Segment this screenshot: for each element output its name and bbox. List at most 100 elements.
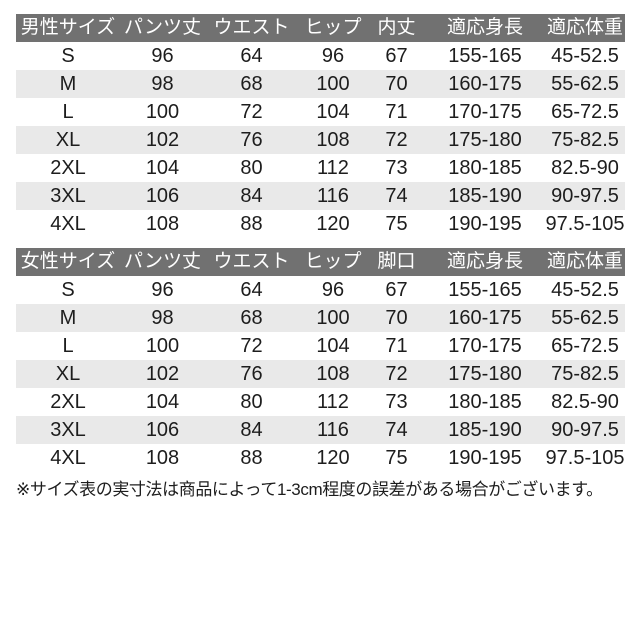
table-cell: 112 [317,157,349,179]
table-cell: 96 [151,279,174,301]
table-cell: 73 [385,157,408,179]
table-cell: 4XL [50,213,86,235]
table-cell: 155-165 [448,45,522,67]
table-cell: 104 [316,335,350,357]
column-header: 適応身長 [425,14,545,42]
table-row: S 96 64 96 67 155-165 45-52.5 [16,42,625,70]
column-header: 適応体重 [545,14,625,42]
size-chart-page: 男性サイズ パンツ丈 ウエスト ヒップ 内丈 適応身長 適応体重 S 96 64 96 67 155-… [16,14,625,499]
table-cell: 80 [240,157,263,179]
table-cell: 104 [145,391,180,413]
column-header: ウエスト [205,14,298,42]
table-cell: 185-190 [448,185,522,207]
table-cell: 55-62.5 [551,307,619,329]
women-table-body: S 96 64 96 67 155-165 45-52.5 M 98 68 100 70 160-175… [16,276,625,472]
table-cell: 190-195 [448,447,522,469]
table-cell: 100 [316,73,350,95]
table-cell: 3XL [50,419,86,441]
table-cell: 45-52.5 [551,279,619,301]
men-size-table: 男性サイズ パンツ丈 ウエスト ヒップ 内丈 適応身長 適応体重 S 96 64 96 67 155-… [16,14,625,238]
table-cell: 104 [145,157,180,179]
table-cell: 74 [385,185,408,207]
table-row: 2XL 104 80 112 73 180-185 82.5-90 [16,388,625,416]
table-cell: S [61,279,75,301]
table-cell: 88 [240,213,263,235]
column-header: 内丈 [368,14,425,42]
table-cell: 75 [385,213,408,235]
table-cell: 68 [240,73,263,95]
table-cell: 180-185 [448,391,522,413]
table-cell: 71 [385,335,408,357]
table-cell: 97.5-105 [545,447,625,469]
table-cell: 71 [385,101,408,123]
table-row: 4XL 108 88 120 75 190-195 97.5-105 [16,210,625,238]
table-row: L 100 72 104 71 170-175 65-72.5 [16,332,625,360]
table-cell: 55-62.5 [551,73,619,95]
table-cell: 67 [385,279,408,301]
column-header: ウエスト [205,248,298,276]
men-table-header-row: 男性サイズ パンツ丈 ウエスト ヒップ 内丈 適応身長 適応体重 [16,14,625,42]
table-cell: S [61,45,75,67]
table-cell: 64 [240,45,263,67]
table-cell: 88 [240,447,263,469]
table-cell: 75 [385,447,408,469]
table-cell: M [59,307,77,329]
table-cell: 2XL [50,391,86,413]
table-cell: XL [55,363,81,385]
table-cell: 72 [385,129,408,151]
column-header: 男性サイズ [16,14,120,42]
table-cell: 75-82.5 [551,129,619,151]
table-cell: 74 [385,419,408,441]
table-cell: XL [55,129,81,151]
table-cell: 100 [316,307,350,329]
column-header: パンツ丈 [120,248,205,276]
table-row: 4XL 108 88 120 75 190-195 97.5-105 [16,444,625,472]
table-cell: 65-72.5 [551,335,619,357]
table-cell: 98 [151,307,174,329]
table-cell: 90-97.5 [551,419,619,441]
table-cell: 72 [240,101,263,123]
table-cell: 170-175 [448,335,522,357]
column-header: ヒップ [298,248,368,276]
women-table-header-row: 女性サイズ パンツ丈 ウエスト ヒップ 脚口 適応身長 適応体重 [16,248,625,276]
table-row: XL 102 76 108 72 175-180 75-82.5 [16,360,625,388]
table-cell: 108 [145,213,180,235]
table-gap [16,238,625,248]
table-cell: 96 [321,45,345,67]
table-cell: 64 [240,279,263,301]
men-table-body: S 96 64 96 67 155-165 45-52.5 M 98 68 100 70 160-175… [16,42,625,238]
table-cell: L [62,335,74,357]
column-header: 適応身長 [425,248,545,276]
table-cell: 155-165 [448,279,522,301]
table-cell: 82.5-90 [551,157,619,179]
column-header: 女性サイズ [16,248,120,276]
men-table-head: 男性サイズ パンツ丈 ウエスト ヒップ 内丈 適応身長 適応体重 [16,14,625,42]
women-size-table: 女性サイズ パンツ丈 ウエスト ヒップ 脚口 適応身長 適応体重 S 96 64 96 67 155-… [16,248,625,472]
column-header: 脚口 [368,248,425,276]
table-row: 3XL 106 84 116 74 185-190 90-97.5 [16,182,625,210]
table-cell: 4XL [50,447,86,469]
table-cell: 175-180 [448,363,522,385]
table-row: L 100 72 104 71 170-175 65-72.5 [16,98,625,126]
table-cell: 98 [151,73,174,95]
table-cell: 80 [240,391,263,413]
table-cell: 116 [317,419,349,441]
table-cell: 45-52.5 [551,45,619,67]
column-header: ヒップ [298,14,368,42]
table-cell: 67 [385,45,408,67]
table-cell: 102 [145,363,180,385]
table-cell: 70 [385,73,408,95]
table-row: 2XL 104 80 112 73 180-185 82.5-90 [16,154,625,182]
table-cell: 104 [316,101,350,123]
table-cell: 120 [316,447,350,469]
table-row: XL 102 76 108 72 175-180 75-82.5 [16,126,625,154]
table-cell: 102 [145,129,180,151]
size-disclaimer-note: ※サイズ表の実寸法は商品によって1-3cm程度の誤差がある場合がございます。 [16,480,603,499]
table-cell: M [59,73,77,95]
table-cell: 82.5-90 [551,391,619,413]
table-row: 3XL 106 84 116 74 185-190 90-97.5 [16,416,625,444]
column-header: パンツ丈 [120,14,205,42]
table-cell: 185-190 [448,419,522,441]
table-cell: 68 [240,307,263,329]
table-cell: 120 [316,213,350,235]
